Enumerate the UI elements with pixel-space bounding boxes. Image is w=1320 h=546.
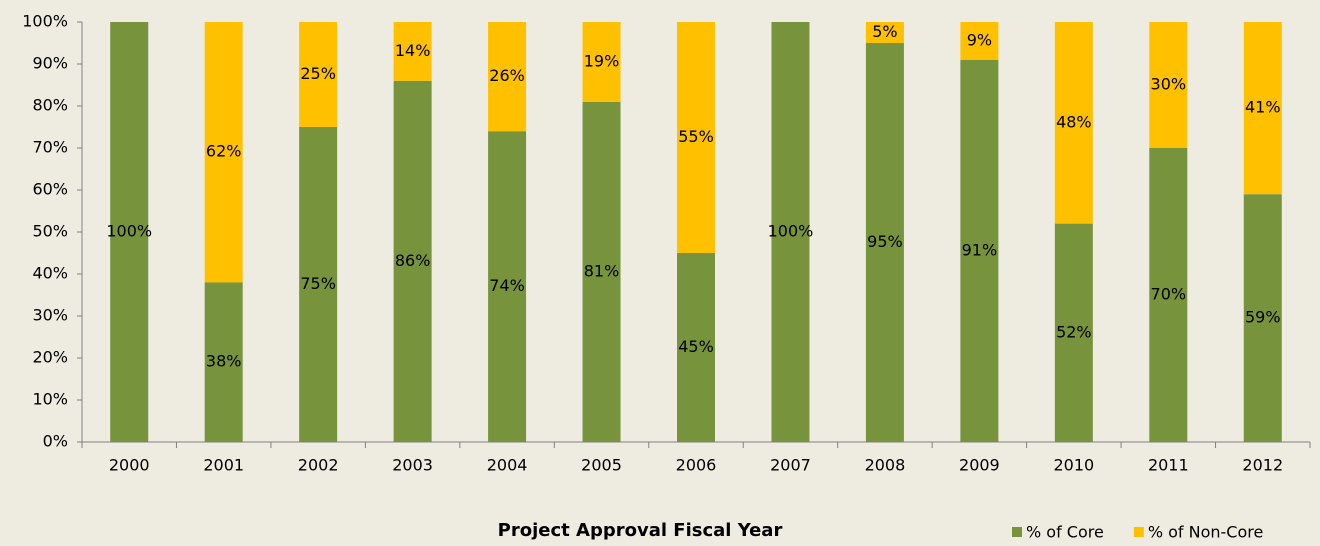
data-label: 38%	[206, 352, 242, 371]
bar-segment	[1054, 223, 1093, 442]
y-tick-label: 60%	[32, 180, 68, 199]
x-tick-label: 2004	[487, 456, 528, 475]
x-tick-label: 2001	[203, 456, 244, 475]
legend-label: % of Core	[1026, 523, 1104, 542]
legend-label: % of Non-Core	[1148, 523, 1264, 542]
x-tick-label: 2011	[1148, 456, 1189, 475]
bar-segment	[677, 253, 715, 442]
bar-segment	[393, 22, 432, 81]
data-label: 70%	[1151, 285, 1187, 304]
bar-segment	[771, 22, 810, 442]
data-label: 74%	[489, 276, 525, 295]
data-label: 25%	[300, 64, 336, 83]
bar-segment	[393, 80, 432, 443]
data-label: 86%	[395, 251, 431, 270]
bar-segment	[299, 22, 338, 127]
bar-segment	[865, 43, 904, 442]
data-label: 62%	[206, 142, 242, 161]
y-tick-label: 80%	[32, 96, 68, 115]
bar-segment	[1243, 194, 1282, 442]
x-tick-label: 2007	[770, 456, 811, 475]
data-label: 45%	[678, 337, 714, 356]
bar-segment	[677, 22, 715, 253]
bar-segment	[865, 22, 904, 43]
bar-segment	[1054, 22, 1093, 224]
data-label: 55%	[678, 127, 714, 146]
bar-segment	[204, 282, 243, 442]
data-label: 5%	[872, 22, 897, 41]
x-tick-label: 2008	[865, 456, 906, 475]
y-tick-label: 10%	[32, 390, 68, 409]
y-tick-label: 40%	[32, 264, 68, 283]
y-tick-label: 70%	[32, 138, 68, 157]
y-tick-label: 50%	[32, 222, 68, 241]
x-axis-title: Project Approval Fiscal Year	[498, 520, 783, 541]
y-tick-label: 20%	[32, 348, 68, 367]
bar-segment	[582, 22, 621, 102]
y-tick-label: 100%	[22, 12, 68, 31]
data-label: 100%	[106, 222, 152, 241]
bar-segment	[488, 22, 527, 132]
bar-segment	[960, 59, 999, 443]
data-label: 81%	[584, 261, 620, 280]
x-tick-label: 2003	[392, 456, 433, 475]
x-tick-label: 2000	[109, 456, 150, 475]
x-tick-label: 2009	[959, 456, 1000, 475]
x-tick-label: 2012	[1242, 456, 1283, 475]
bar-segment	[582, 101, 621, 443]
bar-segment	[1149, 148, 1188, 442]
data-label: 19%	[584, 51, 620, 70]
data-label: 48%	[1056, 112, 1092, 131]
bar-segment	[1149, 22, 1188, 148]
data-label: 59%	[1245, 308, 1281, 327]
y-tick-label: 30%	[32, 306, 68, 325]
bar-segment	[1243, 22, 1282, 195]
bar-segment	[299, 127, 338, 442]
data-label: 30%	[1151, 75, 1187, 94]
data-label: 95%	[867, 232, 903, 251]
legend-swatch	[1133, 527, 1144, 537]
data-label: 100%	[768, 222, 814, 241]
bar-segment	[204, 22, 243, 283]
data-label: 26%	[489, 66, 525, 85]
legend-swatch	[1012, 527, 1022, 537]
x-tick-label: 2005	[581, 456, 622, 475]
x-tick-label: 2002	[298, 456, 339, 475]
x-tick-label: 2006	[676, 456, 717, 475]
bar-segment	[110, 22, 149, 442]
data-label: 41%	[1245, 98, 1281, 117]
data-label: 52%	[1056, 322, 1092, 341]
data-label: 14%	[395, 41, 431, 60]
bar-segment	[960, 22, 999, 60]
data-label: 9%	[967, 30, 992, 49]
bar-segment	[488, 131, 527, 442]
data-label: 75%	[300, 274, 336, 293]
data-label: 91%	[962, 240, 998, 259]
x-tick-label: 2010	[1053, 456, 1094, 475]
y-tick-label: 0%	[43, 432, 68, 451]
y-tick-label: 90%	[32, 54, 68, 73]
